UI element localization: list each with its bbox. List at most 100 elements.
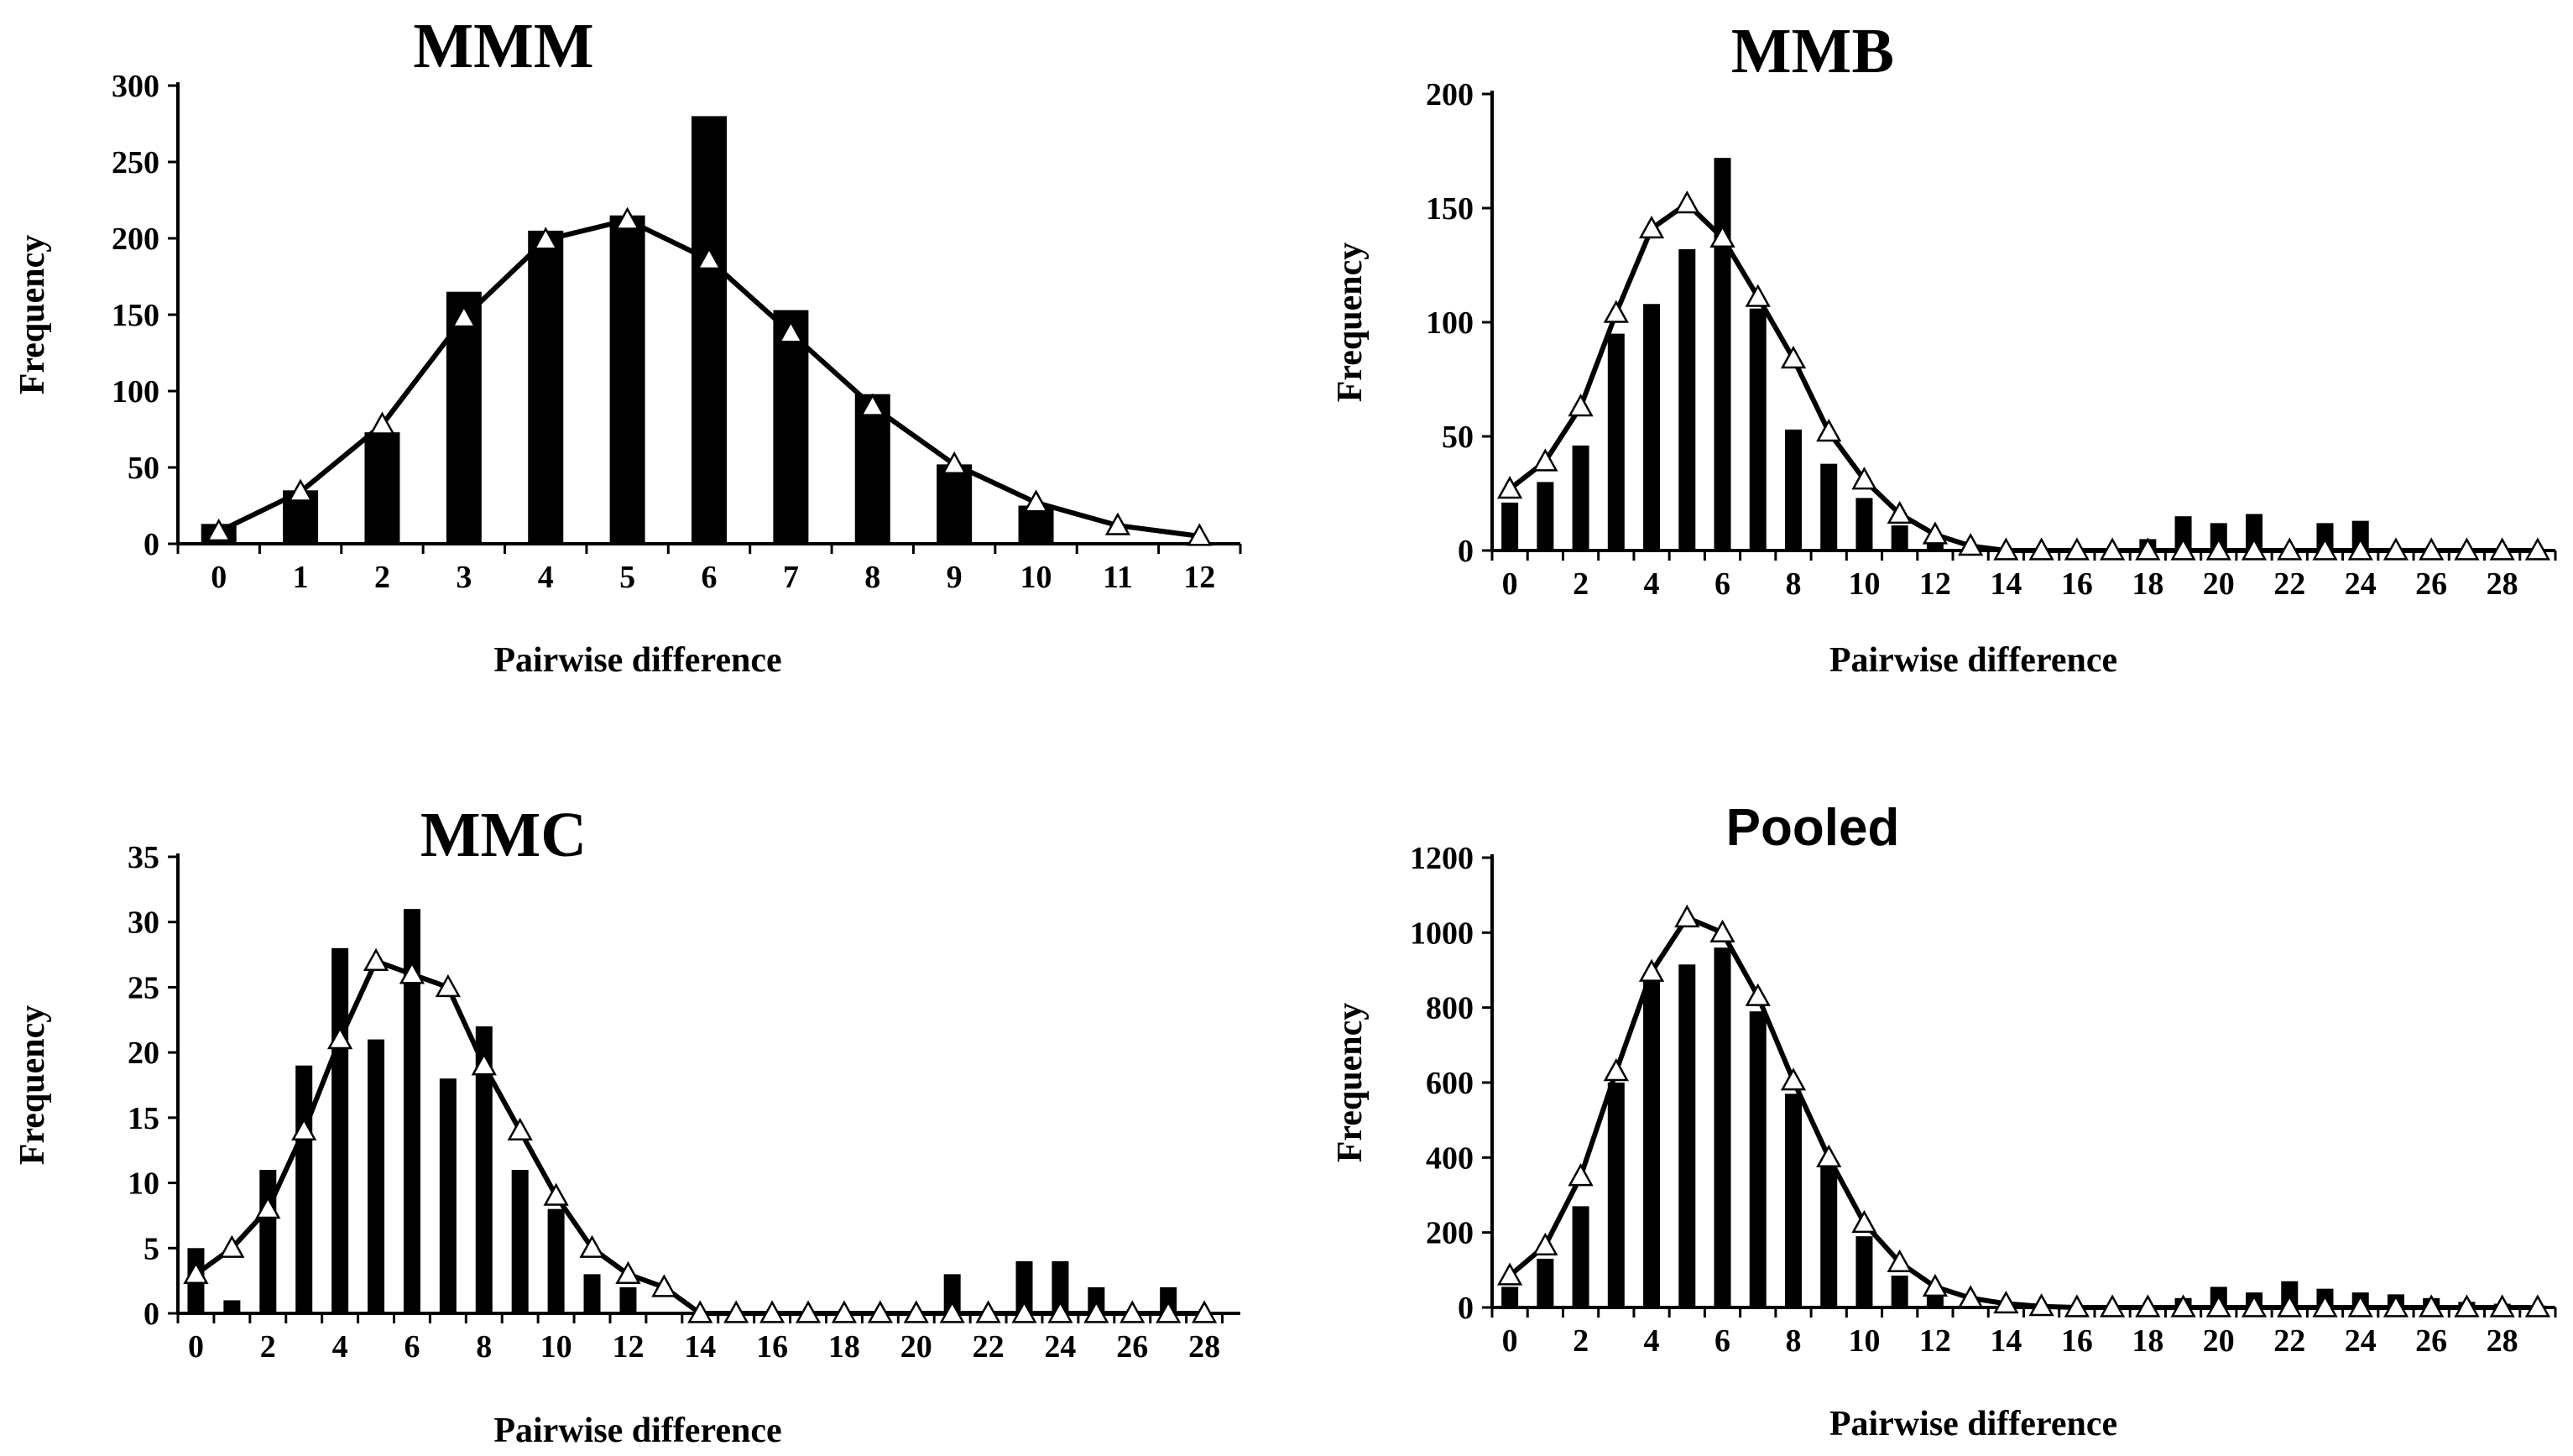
triangle-marker <box>687 1300 713 1323</box>
bar <box>1537 482 1554 551</box>
bar <box>583 1274 601 1313</box>
triangle-marker <box>1011 1300 1037 1323</box>
triangle-marker <box>2312 537 2338 561</box>
bar <box>1891 1276 1908 1307</box>
y-axis-label: Frequency <box>13 1005 52 1166</box>
x-tick-label: 22 <box>2273 1323 2305 1359</box>
bar <box>1678 248 1696 551</box>
bar <box>1784 1093 1802 1307</box>
x-tick-label: 26 <box>1116 1329 1148 1365</box>
bar <box>446 291 482 544</box>
bar <box>1714 947 1731 1307</box>
triangle-marker <box>1104 512 1131 535</box>
x-tick-label: 22 <box>973 1329 1005 1365</box>
triangle-marker <box>255 1196 281 1219</box>
y-tick-label: 0 <box>1458 534 1474 569</box>
x-tick-label: 20 <box>2203 566 2235 602</box>
triangle-marker <box>1745 983 1771 1006</box>
y-tick-label: 150 <box>1426 191 1474 227</box>
triangle-marker <box>1603 300 1629 323</box>
bar <box>2316 523 2334 551</box>
triangle-marker <box>1496 475 1523 499</box>
x-tick-label: 14 <box>684 1329 716 1365</box>
bar <box>331 947 349 1313</box>
y-tick-label: 100 <box>112 374 159 410</box>
triangle-marker <box>903 1300 929 1323</box>
triangle-marker <box>2205 537 2231 561</box>
x-tick-label: 4 <box>1644 1323 1660 1359</box>
triangle-marker <box>2205 1294 2231 1318</box>
y-axis-label: Frequency <box>13 235 52 395</box>
x-tick-label: 22 <box>2273 566 2305 602</box>
bar <box>364 432 400 544</box>
triangle-marker <box>942 451 968 475</box>
triangle-marker <box>2454 537 2480 561</box>
x-tick-label: 20 <box>2203 1323 2235 1359</box>
bar <box>1572 445 1589 551</box>
triangle-marker <box>939 1300 965 1323</box>
triangle-marker <box>2347 537 2373 561</box>
x-axis-label: Pairwise difference <box>493 1412 781 1450</box>
bar <box>1643 981 1661 1307</box>
bar <box>937 464 973 544</box>
x-tick-label: 16 <box>2061 1323 2093 1359</box>
x-tick-label: 7 <box>783 560 799 595</box>
triangle-marker <box>2419 1294 2445 1318</box>
triangle-marker <box>1851 1209 1877 1234</box>
y-tick-label: 1200 <box>1410 841 1474 876</box>
triangle-marker <box>614 206 640 230</box>
triangle-marker <box>326 1026 353 1050</box>
triangle-marker <box>1191 1300 1218 1323</box>
triangle-marker <box>696 246 723 270</box>
x-tick-label: 3 <box>456 560 472 595</box>
y-tick-label: 150 <box>112 298 159 333</box>
y-tick-label: 35 <box>128 840 159 875</box>
x-tick-label: 9 <box>947 560 963 595</box>
triangle-marker <box>2028 1293 2054 1317</box>
triangle-marker <box>1156 1300 1182 1323</box>
triangle-marker <box>2383 537 2409 561</box>
triangle-marker <box>1532 448 1558 472</box>
triangle-marker <box>1568 394 1594 417</box>
triangle-marker <box>1816 418 1842 442</box>
bar <box>2351 520 2369 551</box>
bar <box>1607 333 1625 551</box>
x-tick-label: 26 <box>2415 1323 2447 1359</box>
triangle-marker <box>2170 1294 2196 1318</box>
triangle-marker <box>859 393 885 416</box>
bar <box>368 1039 385 1313</box>
triangle-marker <box>2241 537 2268 561</box>
y-tick-label: 15 <box>128 1101 159 1136</box>
bar <box>1891 525 1908 551</box>
bar <box>943 1274 961 1313</box>
triangle-marker <box>2277 1294 2303 1318</box>
triangle-marker <box>795 1300 822 1323</box>
triangle-marker <box>1638 215 1665 239</box>
bar <box>403 909 420 1313</box>
triangle-marker <box>1993 537 2019 561</box>
bar <box>528 230 564 544</box>
y-tick-label: 25 <box>128 970 159 1005</box>
triangle-marker <box>471 1052 497 1076</box>
bar <box>439 1078 457 1313</box>
x-tick-label: 12 <box>1919 566 1951 602</box>
bar <box>2174 516 2192 551</box>
triangle-marker <box>2454 1294 2480 1318</box>
bar <box>1015 1260 1033 1313</box>
y-axis-label: Frequency <box>1331 1003 1370 1163</box>
x-tick-label: 6 <box>1714 1323 1730 1359</box>
y-tick-label: 10 <box>128 1166 159 1202</box>
triangle-marker <box>759 1300 785 1323</box>
x-tick-label: 12 <box>1919 1323 1951 1359</box>
bar <box>854 394 890 544</box>
triangle-marker <box>1532 1232 1558 1255</box>
triangle-marker <box>2277 537 2303 561</box>
bar <box>295 1065 313 1313</box>
x-tick-label: 8 <box>864 560 880 595</box>
y-tick-label: 50 <box>1442 420 1474 455</box>
bar <box>475 1026 493 1313</box>
x-tick-label: 8 <box>1785 1323 1801 1359</box>
